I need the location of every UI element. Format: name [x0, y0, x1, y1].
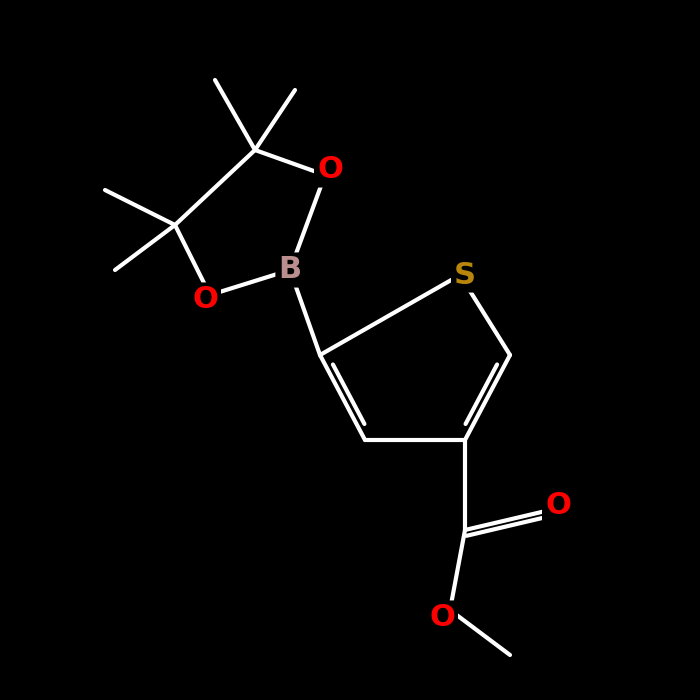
Text: O: O	[429, 603, 455, 633]
Text: O: O	[317, 155, 343, 185]
Text: O: O	[545, 491, 571, 519]
Text: B: B	[279, 256, 302, 284]
Text: O: O	[192, 286, 218, 314]
Text: S: S	[454, 260, 476, 290]
